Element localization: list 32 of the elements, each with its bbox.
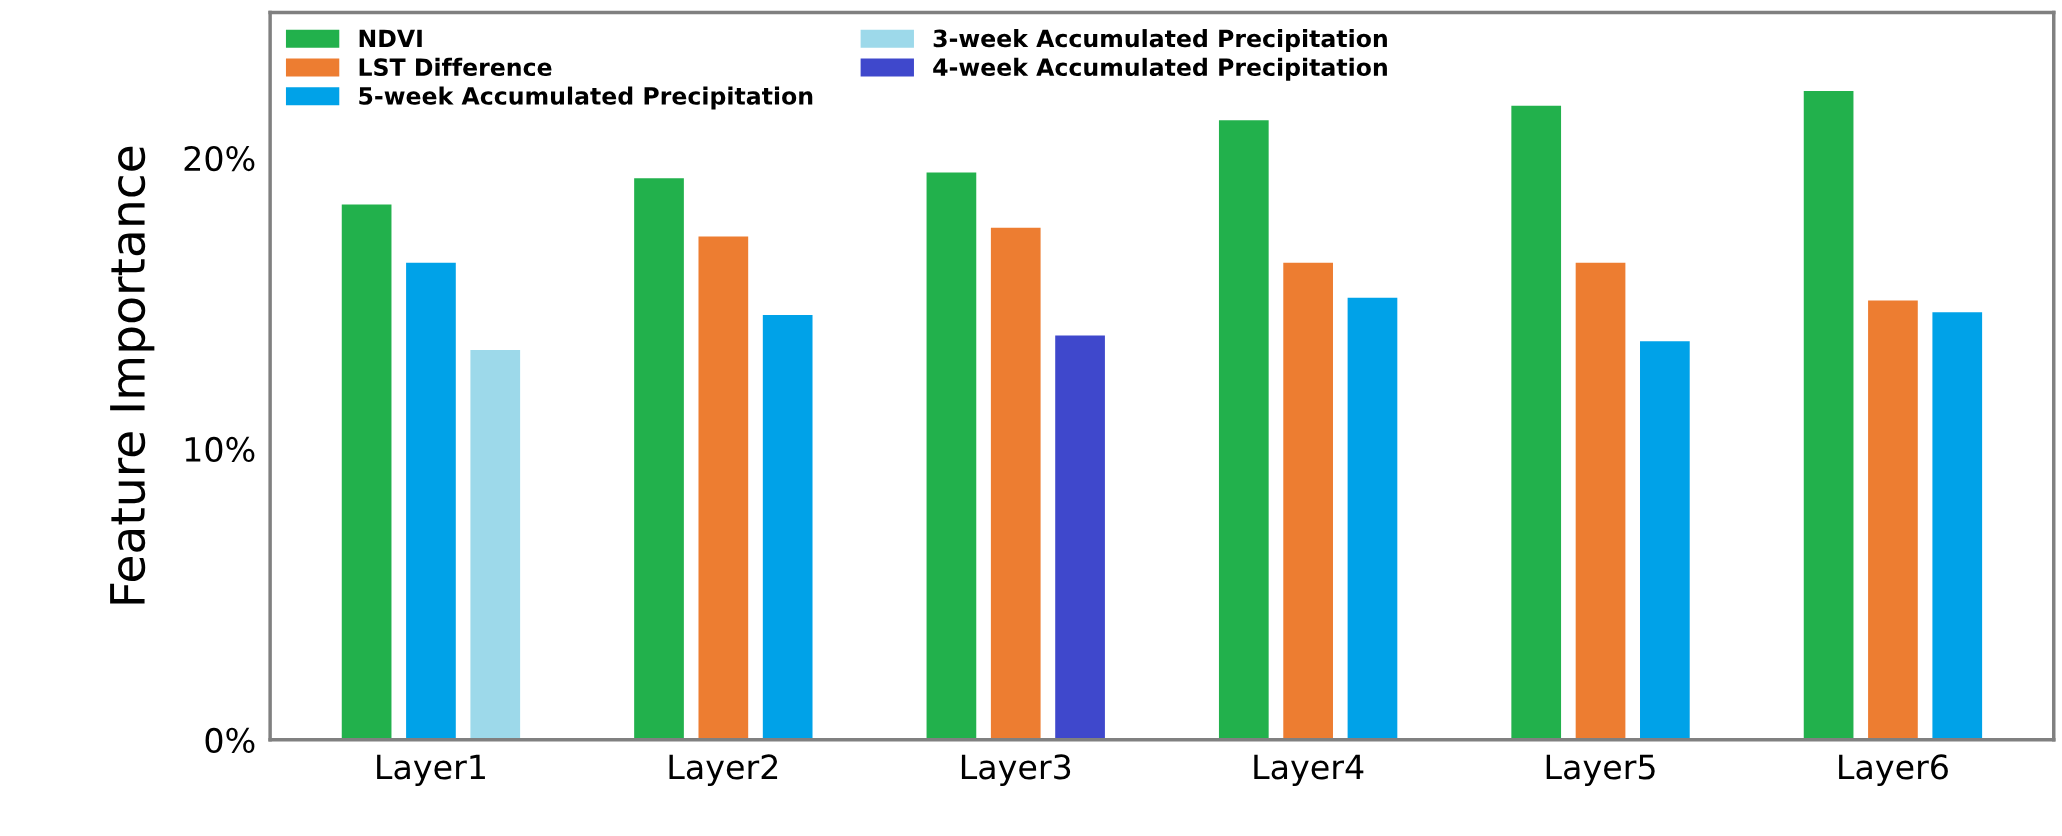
bar [1511, 105, 1562, 740]
x-tick-label: Layer6 [1839, 754, 1948, 787]
bar [1640, 341, 1690, 740]
y-axis-title: Feature Importance [110, 146, 155, 604]
bar [698, 236, 749, 740]
bar [1055, 335, 1105, 740]
x-tick-label: Layer4 [1254, 754, 1364, 787]
bar [634, 178, 684, 740]
bar [1803, 91, 1854, 740]
x-tick-label: Layer3 [961, 754, 1071, 787]
bar [990, 227, 1041, 740]
x-tick-label: Layer1 [377, 754, 485, 787]
bar [1868, 300, 1918, 740]
bar [1932, 312, 1983, 740]
bar [1575, 262, 1626, 740]
bar [341, 204, 392, 740]
y-tick-label: 0% [205, 727, 255, 753]
bar [1218, 120, 1269, 740]
y-tick-label: 20% [184, 145, 255, 172]
bar [926, 172, 977, 740]
bar [762, 315, 813, 740]
legend-label: LST Difference [359, 57, 552, 77]
bar [1283, 262, 1333, 740]
x-tick-label: Layer2 [669, 754, 778, 787]
legend-label: NDVI [359, 29, 422, 48]
y-tick-label: 10% [185, 436, 255, 463]
x-tick-label: Layer5 [1546, 754, 1655, 787]
bar [470, 350, 521, 740]
legend-label: 5-week Accumulated Precipitation [359, 86, 813, 110]
legend-label: 4-week Accumulated Precipitation [933, 57, 1387, 81]
bar [1347, 297, 1398, 740]
legend-label: 3-week Accumulated Precipitation [933, 29, 1387, 52]
